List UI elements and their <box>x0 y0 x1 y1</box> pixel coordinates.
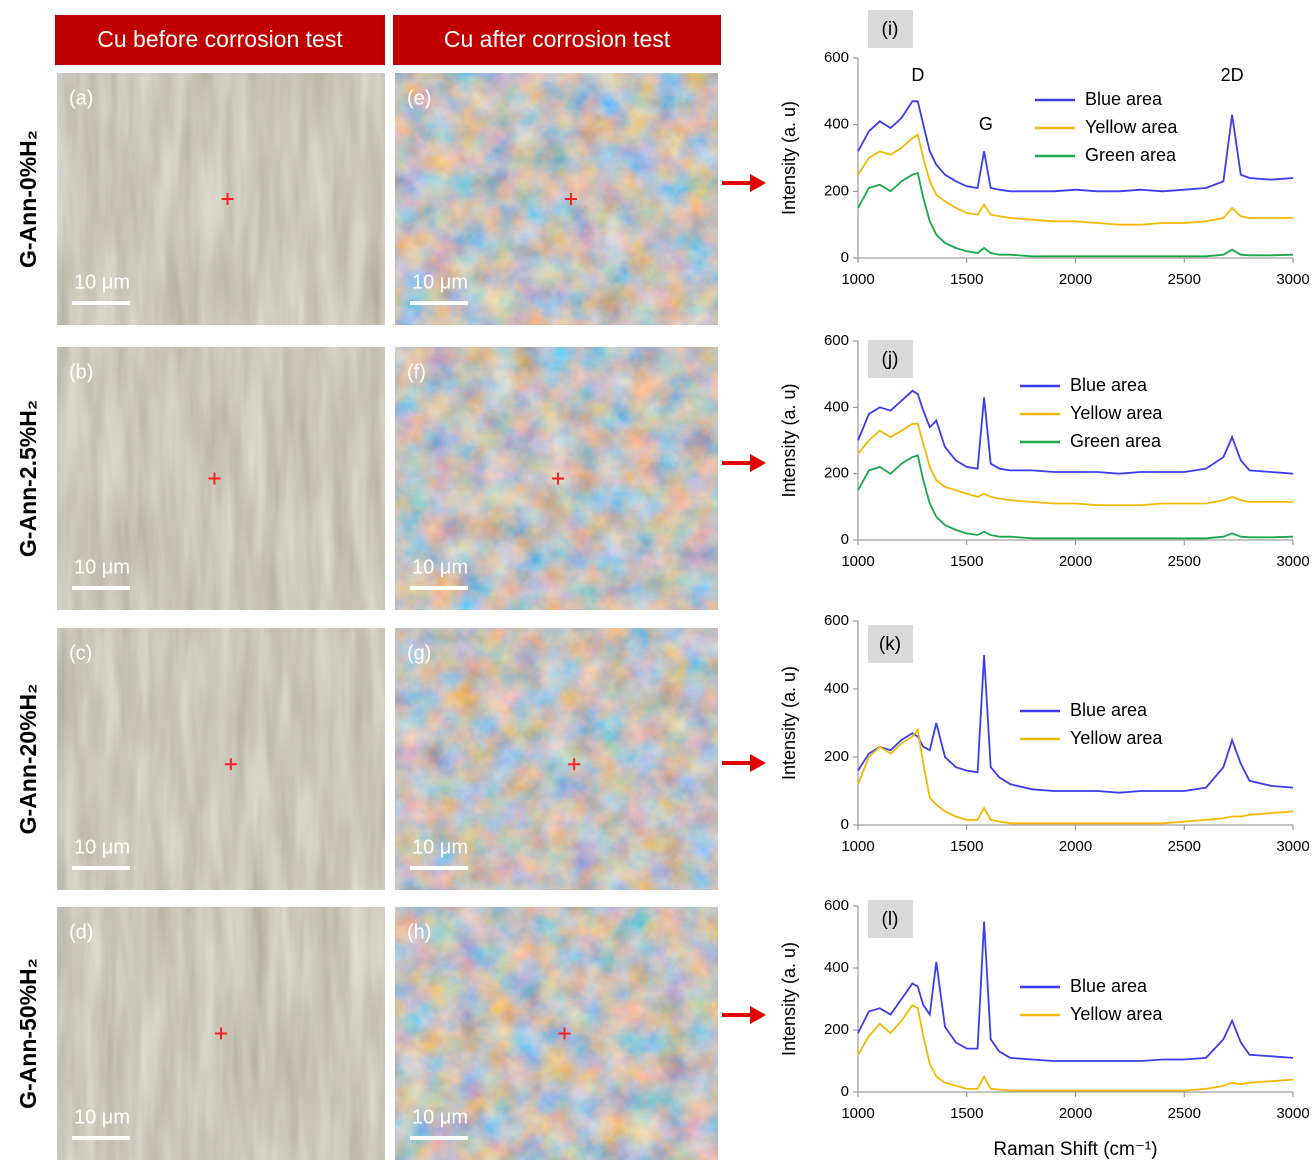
figure: Cu before corrosion test Cu after corrosi… <box>0 0 1316 1165</box>
spectrum-line <box>858 455 1293 538</box>
arrow-head <box>750 454 766 472</box>
scale-label: 10 μm <box>412 836 468 858</box>
spectrum-line <box>858 101 1293 191</box>
annotation: G <box>979 114 993 134</box>
row-label: G-Ann-2.5%H₂ <box>15 400 41 557</box>
x-tick-label: 1000 <box>841 838 874 855</box>
spectrum-line <box>858 655 1293 793</box>
x-tick-label: 1000 <box>841 1105 874 1122</box>
scale-label: 10 μm <box>74 836 130 858</box>
x-tick-label: 1500 <box>950 271 983 288</box>
y-tick-label: 400 <box>824 116 849 133</box>
y-axis-label: Intensity (a. u) <box>779 666 799 780</box>
x-tick-label: 1500 <box>950 553 983 570</box>
scale-label: 10 μm <box>412 1106 468 1128</box>
y-axis-label: Intensity (a. u) <box>779 383 799 497</box>
arrow-head <box>750 754 766 772</box>
panel-label: (g) <box>407 642 431 664</box>
y-tick-label: 600 <box>824 612 849 629</box>
legend-label: Blue area <box>1070 976 1148 996</box>
y-axis-label: Intensity (a. u) <box>779 942 799 1056</box>
panel-label: (b) <box>69 361 93 383</box>
scale-label: 10 μm <box>74 1106 130 1128</box>
legend-label: Blue area <box>1070 700 1148 720</box>
panel-label: (d) <box>69 921 93 943</box>
x-tick-label: 2500 <box>1168 553 1201 570</box>
legend-label: Blue area <box>1085 89 1163 109</box>
x-tick-label: 1500 <box>950 1105 983 1122</box>
legend-label: Yellow area <box>1070 403 1163 423</box>
x-tick-label: 2500 <box>1168 838 1201 855</box>
y-tick-label: 0 <box>841 816 849 833</box>
header: Cu after corrosion test <box>444 26 671 52</box>
legend-label: Yellow area <box>1070 1004 1163 1024</box>
x-tick-label: 3000 <box>1276 1105 1309 1122</box>
panel-label: (a) <box>69 87 93 109</box>
y-tick-label: 0 <box>841 1083 849 1100</box>
x-tick-label: 2000 <box>1059 1105 1092 1122</box>
panel-label: (l) <box>882 909 899 930</box>
x-tick-label: 1000 <box>841 271 874 288</box>
x-tick-label: 2000 <box>1059 271 1092 288</box>
panel-label: (k) <box>879 634 901 655</box>
panel-label: (e) <box>407 87 431 109</box>
y-tick-label: 400 <box>824 398 849 415</box>
y-tick-label: 200 <box>824 465 849 482</box>
legend-label: Yellow area <box>1085 117 1178 137</box>
y-axis-label: Intensity (a. u) <box>779 101 799 215</box>
x-tick-label: 1500 <box>950 838 983 855</box>
row-label: G-Ann-0%H₂ <box>15 130 41 268</box>
legend-label: Yellow area <box>1070 728 1163 748</box>
y-tick-label: 600 <box>824 49 849 66</box>
arrow-head <box>750 174 766 192</box>
x-tick-label: 1000 <box>841 553 874 570</box>
x-tick-label: 2500 <box>1168 1105 1201 1122</box>
legend-label: Blue area <box>1070 375 1148 395</box>
row-label: G-Ann-20%H₂ <box>15 684 41 835</box>
y-tick-label: 400 <box>824 959 849 976</box>
y-tick-label: 400 <box>824 680 849 697</box>
scale-label: 10 μm <box>412 556 468 578</box>
scale-label: 10 μm <box>74 271 130 293</box>
x-axis-label: Raman Shift (cm⁻¹) <box>993 1139 1157 1160</box>
panel-label: (i) <box>882 19 899 40</box>
x-tick-label: 2500 <box>1168 271 1201 288</box>
x-tick-label: 3000 <box>1276 838 1309 855</box>
y-tick-label: 200 <box>824 1021 849 1038</box>
legend-label: Green area <box>1070 431 1162 451</box>
y-tick-label: 200 <box>824 748 849 765</box>
annotation: 2D <box>1221 65 1244 85</box>
y-tick-label: 600 <box>824 897 849 914</box>
y-tick-label: 0 <box>841 249 849 266</box>
y-tick-label: 0 <box>841 531 849 548</box>
legend-label: Green area <box>1085 145 1177 165</box>
y-tick-label: 200 <box>824 182 849 199</box>
panel-label: (h) <box>407 921 431 943</box>
header: Cu before corrosion test <box>97 26 343 52</box>
x-tick-label: 3000 <box>1276 553 1309 570</box>
scale-label: 10 μm <box>412 271 468 293</box>
row-label: G-Ann-50%H₂ <box>15 958 41 1109</box>
x-tick-label: 3000 <box>1276 271 1309 288</box>
x-tick-label: 2000 <box>1059 838 1092 855</box>
panel-label: (c) <box>69 642 92 664</box>
annotation: D <box>911 65 924 85</box>
x-tick-label: 2000 <box>1059 553 1092 570</box>
panel-label: (f) <box>407 361 426 383</box>
panel-label: (j) <box>882 349 899 370</box>
arrow-head <box>750 1006 766 1024</box>
scale-label: 10 μm <box>74 556 130 578</box>
y-tick-label: 600 <box>824 332 849 349</box>
spectrum-line <box>858 173 1293 256</box>
